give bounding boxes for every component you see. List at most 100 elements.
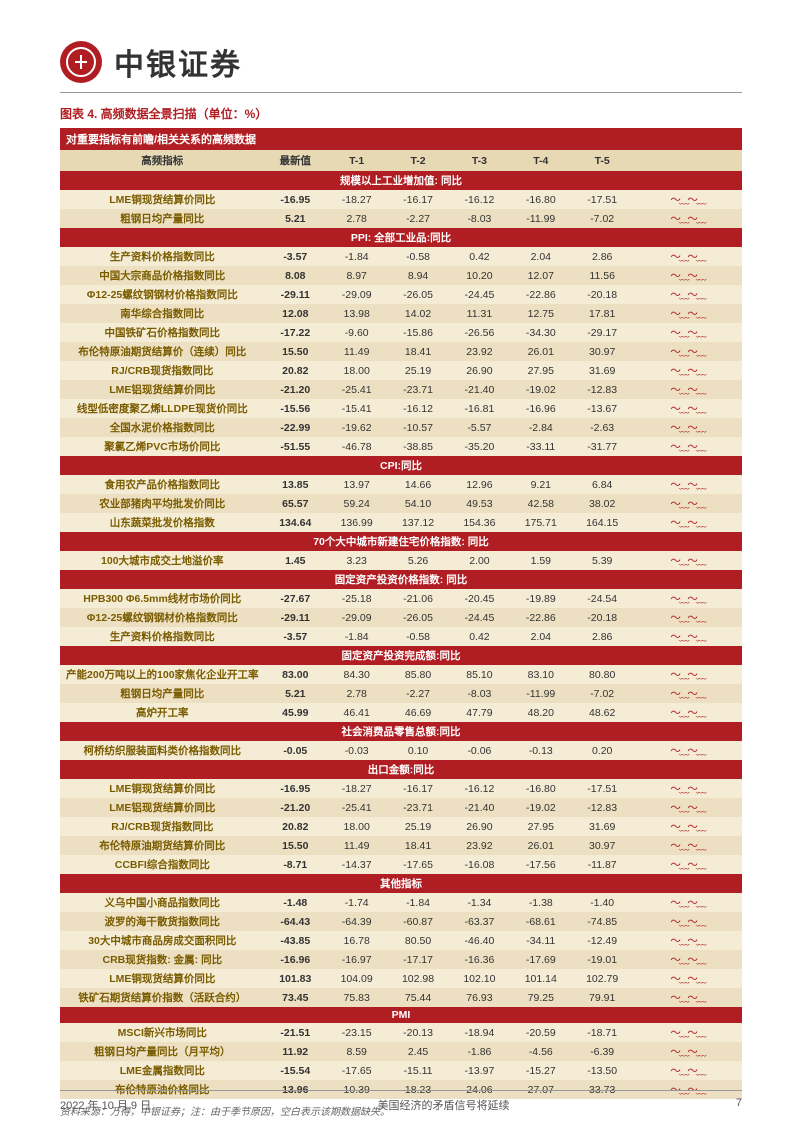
value-cell: 12.96 <box>449 475 510 494</box>
value-cell: -1.86 <box>449 1042 510 1061</box>
value-cell: 30.97 <box>571 836 632 855</box>
page-footer: 2022 年 10 月 9 日 美国经济的矛盾信号将延续 7 <box>60 1090 742 1113</box>
value-cell: -1.84 <box>387 893 448 912</box>
section-title: 固定资产投资完成额:同比 <box>60 646 742 665</box>
value-cell: 2.45 <box>387 1042 448 1061</box>
value-cell: 48.62 <box>571 703 632 722</box>
table-row: 中国大宗商品价格指数同比8.088.978.9410.2012.0711.56～… <box>60 266 742 285</box>
table-row: LME铜现货结算价同比-16.95-18.27-16.17-16.12-16.8… <box>60 779 742 798</box>
value-cell: 18.41 <box>387 836 448 855</box>
value-cell: 10.20 <box>449 266 510 285</box>
value-cell: 25.19 <box>387 817 448 836</box>
value-cell: -10.57 <box>387 418 448 437</box>
value-cell: -17.56 <box>510 855 571 874</box>
value-cell: -16.96 <box>510 399 571 418</box>
indicator-name: 生产资料价格指数同比 <box>60 247 265 266</box>
brand-name: 中银证券 <box>114 40 242 84</box>
sparkline-icon: ～﹏～﹏ <box>633 209 742 228</box>
value-cell: -24.54 <box>571 589 632 608</box>
value-cell: -29.09 <box>326 608 387 627</box>
latest-value: 15.50 <box>265 342 326 361</box>
value-cell: 102.79 <box>571 969 632 988</box>
table-row: 聚氯乙烯PVC市场价同比-51.55-46.78-38.85-35.20-33.… <box>60 437 742 456</box>
sparkline-icon: ～﹏～﹏ <box>633 779 742 798</box>
indicator-name: 高炉开工率 <box>60 703 265 722</box>
value-cell: -22.86 <box>510 608 571 627</box>
value-cell: -16.36 <box>449 950 510 969</box>
sparkline-icon: ～﹏～﹏ <box>633 1042 742 1061</box>
value-cell: 2.78 <box>326 684 387 703</box>
value-cell: 8.59 <box>326 1042 387 1061</box>
value-cell: -16.17 <box>387 779 448 798</box>
indicator-name: 粗钢日均产量同比 <box>60 684 265 703</box>
table-row: 食用农产品价格指数同比13.8513.9714.6612.969.216.84～… <box>60 475 742 494</box>
column-header: 最新值 <box>265 150 326 171</box>
value-cell: 27.95 <box>510 361 571 380</box>
value-cell: -9.60 <box>326 323 387 342</box>
indicator-name: 食用农产品价格指数同比 <box>60 475 265 494</box>
value-cell: -25.41 <box>326 380 387 399</box>
value-cell: 79.91 <box>571 988 632 1007</box>
value-cell: -34.30 <box>510 323 571 342</box>
indicator-name: Φ12-25螺纹钢钢材价格指数同比 <box>60 608 265 627</box>
value-cell: -35.20 <box>449 437 510 456</box>
latest-value: -64.43 <box>265 912 326 931</box>
section-header-row: 其他指标 <box>60 874 742 893</box>
value-cell: -16.12 <box>449 779 510 798</box>
indicator-name: LME铝现货结算价同比 <box>60 798 265 817</box>
value-cell: -17.65 <box>326 1061 387 1080</box>
latest-value: -3.57 <box>265 627 326 646</box>
table-top-banner: 对重要指标有前瞻/相关关系的高频数据 <box>60 128 742 150</box>
section-header-row: 固定资产投资价格指数: 同比 <box>60 570 742 589</box>
indicator-name: 铁矿石期货结算价指数（活跃合约） <box>60 988 265 1007</box>
value-cell: -0.06 <box>449 741 510 760</box>
value-cell: -20.45 <box>449 589 510 608</box>
table-row: 布伦特原油期货结算价同比15.5011.4918.4123.9226.0130.… <box>60 836 742 855</box>
sparkline-icon: ～﹏～﹏ <box>633 684 742 703</box>
column-header: T-5 <box>571 150 632 171</box>
value-cell: 104.09 <box>326 969 387 988</box>
value-cell: 31.69 <box>571 817 632 836</box>
table-row: LME铝现货结算价同比-21.20-25.41-23.71-21.40-19.0… <box>60 380 742 399</box>
table-row: 高炉开工率45.9946.4146.6947.7948.2048.62～﹏～﹏ <box>60 703 742 722</box>
indicator-name: CCBFI综合指数同比 <box>60 855 265 874</box>
value-cell: 31.69 <box>571 361 632 380</box>
value-cell: -4.56 <box>510 1042 571 1061</box>
value-cell: 175.71 <box>510 513 571 532</box>
value-cell: -1.84 <box>326 247 387 266</box>
latest-value: -15.54 <box>265 1061 326 1080</box>
latest-value: -15.56 <box>265 399 326 418</box>
sparkline-icon: ～﹏～﹏ <box>633 589 742 608</box>
sparkline-icon: ～﹏～﹏ <box>633 855 742 874</box>
value-cell: -0.13 <box>510 741 571 760</box>
value-cell: -31.77 <box>571 437 632 456</box>
section-title: 规模以上工业增加值: 同比 <box>60 171 742 190</box>
table-row: 线型低密度聚乙烯LLDPE现货价同比-15.56-15.41-16.12-16.… <box>60 399 742 418</box>
value-cell: -18.94 <box>449 1023 510 1042</box>
indicator-name: 布伦特原油期货结算价（连续）同比 <box>60 342 265 361</box>
value-cell: -20.18 <box>571 285 632 304</box>
value-cell: 6.84 <box>571 475 632 494</box>
table-row: 粗钢日均产量同比5.212.78-2.27-8.03-11.99-7.02～﹏～… <box>60 684 742 703</box>
indicator-name: HPB300 Φ6.5mm线材市场价同比 <box>60 589 265 608</box>
table-row: 波罗的海干散货指数同比-64.43-64.39-60.87-63.37-68.6… <box>60 912 742 931</box>
value-cell: -24.45 <box>449 608 510 627</box>
table-row: RJ/CRB现货指数同比20.8218.0025.1926.9027.9531.… <box>60 817 742 836</box>
sparkline-icon: ～﹏～﹏ <box>633 627 742 646</box>
value-cell: 18.00 <box>326 817 387 836</box>
value-cell: -22.86 <box>510 285 571 304</box>
sparkline-icon: ～﹏～﹏ <box>633 817 742 836</box>
value-cell: 80.50 <box>387 931 448 950</box>
value-cell: -19.02 <box>510 798 571 817</box>
value-cell: 5.26 <box>387 551 448 570</box>
sparkline-icon: ～﹏～﹏ <box>633 494 742 513</box>
latest-value: -22.99 <box>265 418 326 437</box>
value-cell: 49.53 <box>449 494 510 513</box>
value-cell: 85.80 <box>387 665 448 684</box>
table-row: 山东蔬菜批发价格指数134.64136.99137.12154.36175.71… <box>60 513 742 532</box>
latest-value: -16.95 <box>265 190 326 209</box>
indicator-name: 产能200万吨以上的100家焦化企业开工率 <box>60 665 265 684</box>
value-cell: -25.18 <box>326 589 387 608</box>
value-cell: 38.02 <box>571 494 632 513</box>
value-cell: 54.10 <box>387 494 448 513</box>
